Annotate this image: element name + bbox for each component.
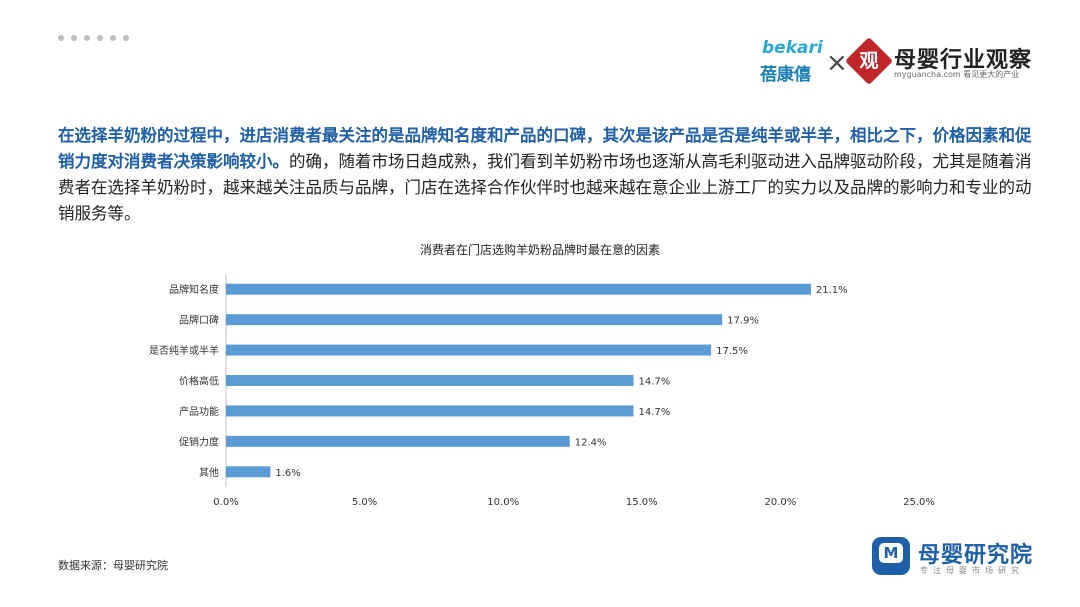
dot (71, 35, 77, 41)
summary-highlight: 在选择羊奶粉的过程中，进店消费者最关注的是品牌知名度和产品的口碑，其次是该产品是… (58, 126, 1032, 171)
category-label: 促销力度 (179, 435, 219, 448)
x-tick-label: 25.0% (903, 497, 935, 508)
dot (123, 35, 129, 41)
x-tick-label: 15.0% (626, 497, 658, 508)
institute-mark-letter: M (883, 544, 899, 562)
bekari-logo: bekari 蓓康僖 (760, 38, 823, 85)
data-label: 21.1% (816, 285, 848, 296)
bar (226, 435, 570, 447)
dot (97, 35, 103, 41)
bekari-logo-text: bekari (762, 38, 823, 58)
bar (226, 466, 271, 478)
institute-logo: M 母婴研究院 专注母婴市场研究 (872, 535, 1052, 579)
data-label: 14.7% (638, 407, 670, 418)
x-tick-label: 20.0% (765, 497, 797, 508)
bar (226, 375, 634, 386)
x-tick-label: 10.0% (487, 497, 519, 508)
bar (226, 344, 712, 356)
data-label: 1.6% (275, 468, 300, 479)
institute-name: 母婴研究院 (918, 543, 1034, 568)
x-tick-label: 5.0% (352, 497, 377, 508)
category-label: 是否纯羊或半羊 (149, 344, 219, 357)
data-label: 17.5% (716, 346, 748, 357)
dot (110, 35, 116, 41)
pagination-dots (58, 35, 129, 41)
institute-mark-inner (879, 543, 903, 563)
chart-title: 消费者在门店选购羊奶粉品牌时最在意的因素 (419, 243, 660, 257)
category-label: 价格高低 (179, 375, 219, 388)
bar (226, 314, 723, 326)
category-label: 其他 (199, 466, 219, 479)
bar (226, 283, 811, 295)
data-label: 17.9% (727, 316, 759, 327)
category-label: 品牌口碑 (179, 314, 219, 327)
dot (84, 35, 90, 41)
data-label: 12.4% (575, 437, 607, 448)
cross-icon: × (826, 48, 848, 78)
category-label: 品牌知名度 (169, 283, 219, 296)
data-label: 14.7% (638, 377, 670, 388)
dot (58, 35, 64, 41)
summary-paragraph: 在选择羊奶粉的过程中，进店消费者最关注的是品牌知名度和产品的口碑，其次是该产品是… (58, 123, 1038, 227)
data-source: 数据来源：母婴研究院 (58, 559, 168, 572)
institute-slogan: 专注母婴市场研究 (920, 566, 1024, 575)
publisher-subtitle: myguancha.com 看见更大的产业 (894, 70, 1020, 79)
category-label: 产品功能 (179, 405, 219, 418)
x-tick-label: 0.0% (213, 497, 238, 508)
bekari-logo-cn: 蓓康僖 (760, 65, 811, 85)
publisher-name: 母婴行业观察 (894, 48, 1033, 73)
summary-body: 的确，随着市场日趋成熟，我们看到羊奶粉市场也逐渐从高毛利驱动进入品牌驱动阶段，尤… (58, 152, 1032, 223)
bar (226, 405, 634, 417)
publisher-logo: 观 母婴行业观察 myguancha.com 看见更大的产业 (844, 36, 1052, 86)
seal-char: 观 (859, 50, 879, 72)
